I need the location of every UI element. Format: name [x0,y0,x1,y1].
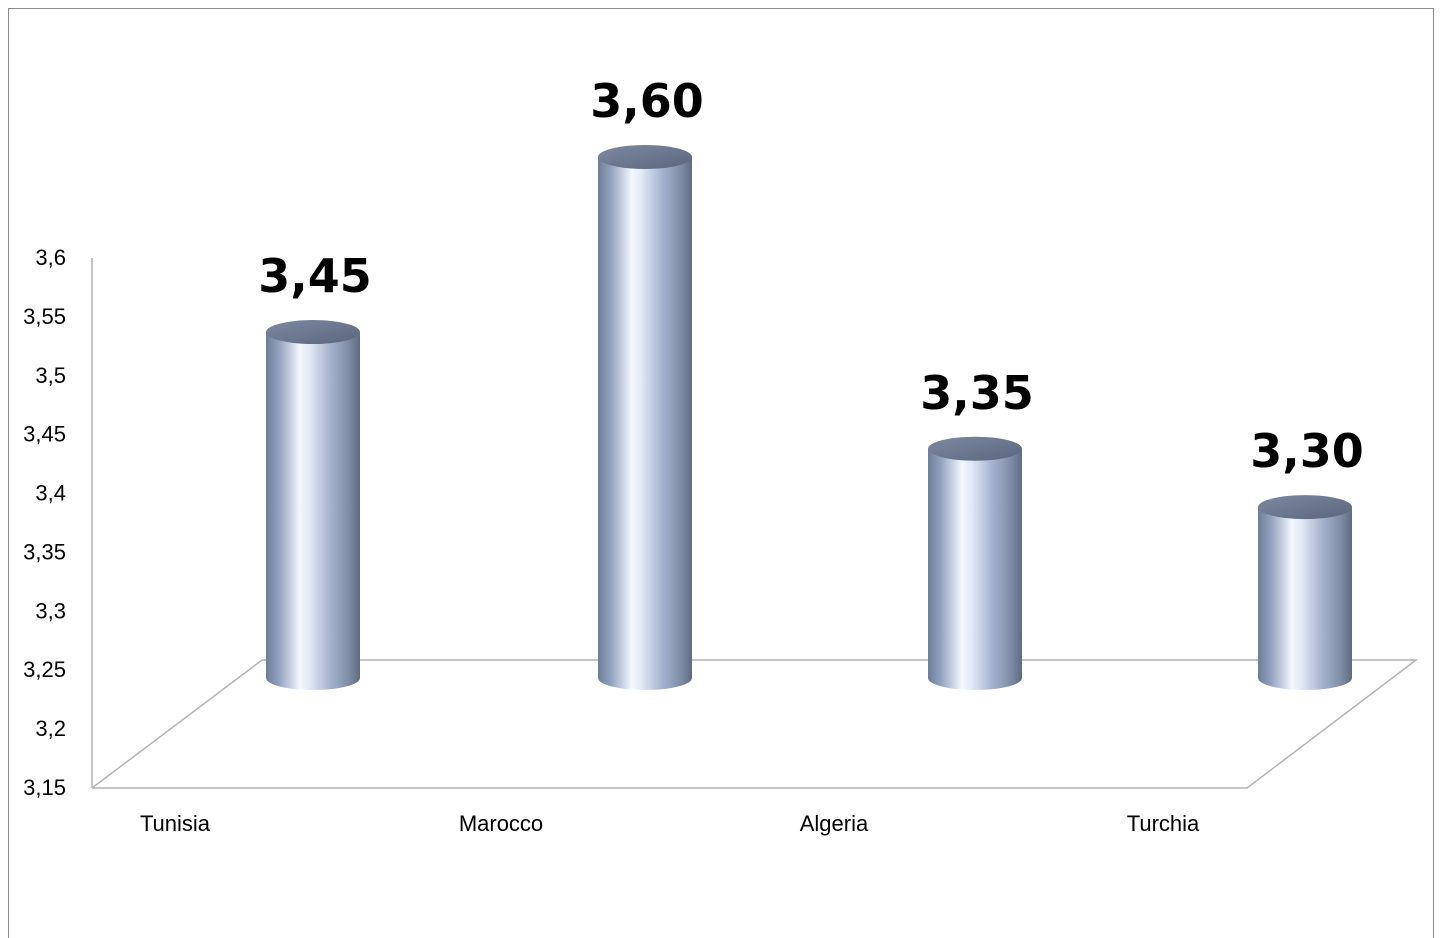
bar-tunisia [266,320,360,690]
bar-turchia [1258,495,1352,690]
y-tick-label: 3,15 [23,775,66,800]
bars [266,145,1352,690]
y-axis-ticks: 3,15 3,2 3,25 3,3 3,35 3,4 3,45 3,5 3,55 3,6 [23,245,66,800]
bar-cap [1258,495,1352,520]
data-label-marocco: 3,60 [590,74,704,128]
y-tick-label: 3,6 [35,245,66,270]
axes [91,258,1419,789]
x-category-label: Tunisia [140,811,211,836]
chart-frame [8,8,1434,938]
bar-cap [598,145,692,169]
bar-cap [266,320,360,345]
y-tick-label: 3,45 [23,422,66,447]
y-tick-label: 3,5 [35,363,66,388]
bar-body [928,448,1022,690]
x-category-label: Algeria [800,811,869,836]
y-tick-label: 3,3 [35,598,66,623]
data-labels: 3,45 3,60 3,35 3,30 [258,74,1364,478]
data-label-turchia: 3,30 [1250,424,1364,478]
x-category-label: Marocco [459,811,543,836]
y-tick-label: 3,4 [35,481,66,506]
x-axis-categories: Tunisia Marocco Algeria Turchia [140,811,1200,836]
data-label-algeria: 3,35 [920,366,1034,420]
bar-body [1258,507,1352,690]
x-category-label: Turchia [1127,811,1200,836]
bar-marocco [598,145,692,690]
y-tick-label: 3,55 [23,304,66,329]
y-tick-label: 3,25 [23,657,66,682]
y-tick-label: 3,35 [23,539,66,564]
y-tick-label: 3,2 [35,716,66,741]
bar-cap [928,436,1022,461]
data-label-tunisia: 3,45 [258,249,372,303]
bar-body [598,157,692,690]
floor-outline [91,659,1419,789]
bar-algeria [928,436,1022,690]
bar-body [266,332,360,690]
